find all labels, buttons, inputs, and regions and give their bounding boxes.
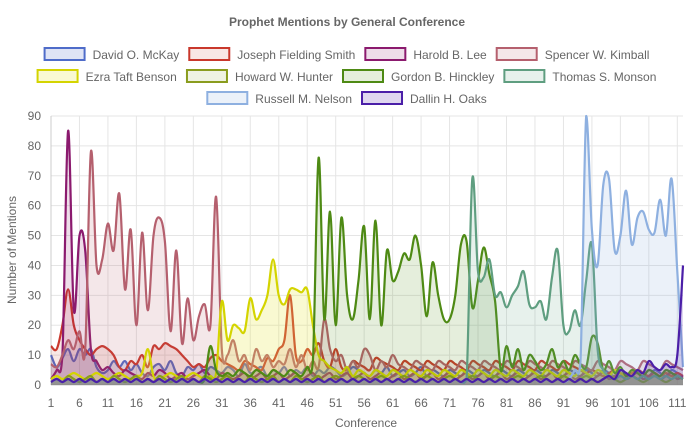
x-tick-label: 1 <box>48 396 55 410</box>
series-line-spencer-w-kimball <box>50 149 684 372</box>
x-tick-label: 31 <box>215 396 229 410</box>
x-axis-label: Conference <box>335 416 397 430</box>
x-tick-label: 56 <box>357 396 371 410</box>
legend-item-russell-m-nelson[interactable]: Russell M. Nelson <box>206 91 352 106</box>
x-axis-ticks: 1 6 11 16 21 26 31 36 41 46 51 56 61 66 71 76 81 86 91 96 10… <box>48 396 687 410</box>
x-tick-label: 61 <box>386 396 400 410</box>
x-tick-label: 76 <box>471 396 485 410</box>
series-area-russell-m-nelson <box>51 116 683 385</box>
legend-swatch <box>188 47 231 61</box>
x-tick-label: 66 <box>414 396 428 410</box>
legend-item-joseph-fielding-smith[interactable]: Joseph Fielding Smith <box>188 47 355 62</box>
legend-label: David O. McKay <box>93 48 180 62</box>
x-tick-label: 101 <box>610 396 630 410</box>
series-area-gordon-b-hinckley <box>51 157 683 385</box>
legend-swatch <box>206 91 249 105</box>
x-tick-label: 86 <box>528 396 542 410</box>
x-tick-label: 26 <box>187 396 201 410</box>
y-tick-label: 90 <box>28 109 42 123</box>
legend-label: Joseph Fielding Smith <box>237 48 355 62</box>
y-axis-ticks: 0 10 20 30 40 50 60 70 80 90 <box>28 109 42 392</box>
y-tick-label: 20 <box>28 318 42 332</box>
x-tick-label: 16 <box>130 396 144 410</box>
legend-label: Howard W. Hunter <box>235 70 333 84</box>
grid <box>50 115 683 386</box>
series-area-dallin-h-oaks <box>51 265 683 385</box>
legend-swatch <box>361 91 404 105</box>
legend-item-david-o-mckay[interactable]: David O. McKay <box>43 47 180 62</box>
y-axis-label: Number of Mentions <box>5 196 19 304</box>
legend-item-gordon-b-hinckley[interactable]: Gordon B. Hinckley <box>341 69 494 84</box>
y-tick-label: 30 <box>28 288 42 302</box>
legend-swatch <box>495 47 538 61</box>
x-tick-label: 106 <box>639 396 659 410</box>
x-tick-label: 51 <box>329 396 343 410</box>
legend-item-spencer-w-kimball[interactable]: Spencer W. Kimball <box>495 47 650 62</box>
legend-label: Gordon B. Hinckley <box>391 70 494 84</box>
y-tick-label: 60 <box>28 199 42 213</box>
x-tick-label: 46 <box>301 396 315 410</box>
x-tick-label: 11 <box>102 396 115 410</box>
x-tick-label: 71 <box>443 396 457 410</box>
x-tick-label: 96 <box>585 396 599 410</box>
x-tick-label: 41 <box>272 396 286 410</box>
legend-swatch <box>36 69 79 83</box>
legend-label: Thomas S. Monson <box>552 70 656 84</box>
legend-swatch <box>43 47 86 61</box>
series-line-joseph-fielding-smith <box>50 288 684 378</box>
y-tick-label: 0 <box>34 378 41 392</box>
legend-label: Harold B. Lee <box>413 48 487 62</box>
x-tick-label: 6 <box>76 396 83 410</box>
legend-item-dallin-h-oaks[interactable]: Dallin H. Oaks <box>361 91 487 106</box>
series-layer <box>49 114 685 385</box>
legend-item-thomas-s-monson[interactable]: Thomas S. Monson <box>503 69 656 84</box>
legend-label: Russell M. Nelson <box>255 92 352 106</box>
x-tick-label: 81 <box>500 396 514 410</box>
y-tick-label: 40 <box>28 258 42 272</box>
legend-label: Ezra Taft Benson <box>86 70 177 84</box>
x-tick-label: 21 <box>158 396 172 410</box>
legend-swatch <box>364 47 407 61</box>
y-tick-label: 50 <box>28 229 42 243</box>
x-tick-label: 36 <box>244 396 258 410</box>
series-area-thomas-s-monson <box>51 176 683 385</box>
legend-label: Dallin H. Oaks <box>410 92 487 106</box>
series-line-dallin-h-oaks <box>50 265 685 384</box>
x-tick-label: 91 <box>557 396 571 410</box>
legend-swatch <box>341 69 384 83</box>
legend-item-harold-b-lee[interactable]: Harold B. Lee <box>364 47 487 62</box>
x-tick-label: 111 <box>668 396 687 410</box>
legend-swatch <box>503 69 546 83</box>
y-tick-label: 70 <box>28 169 42 183</box>
legend-item-ezra-taft-benson[interactable]: Ezra Taft Benson <box>36 69 177 84</box>
legend: David O. McKay Joseph Fielding Smith Harol… <box>36 47 656 106</box>
y-tick-label: 80 <box>28 139 42 153</box>
legend-item-howard-w-hunter[interactable]: Howard W. Hunter <box>185 69 333 84</box>
series-line-harold-b-lee <box>50 129 684 381</box>
legend-label: Spencer W. Kimball <box>545 48 650 62</box>
y-tick-label: 10 <box>28 348 42 362</box>
legend-swatch <box>185 69 228 83</box>
chart-title: Prophet Mentions by General Conference <box>229 15 465 29</box>
